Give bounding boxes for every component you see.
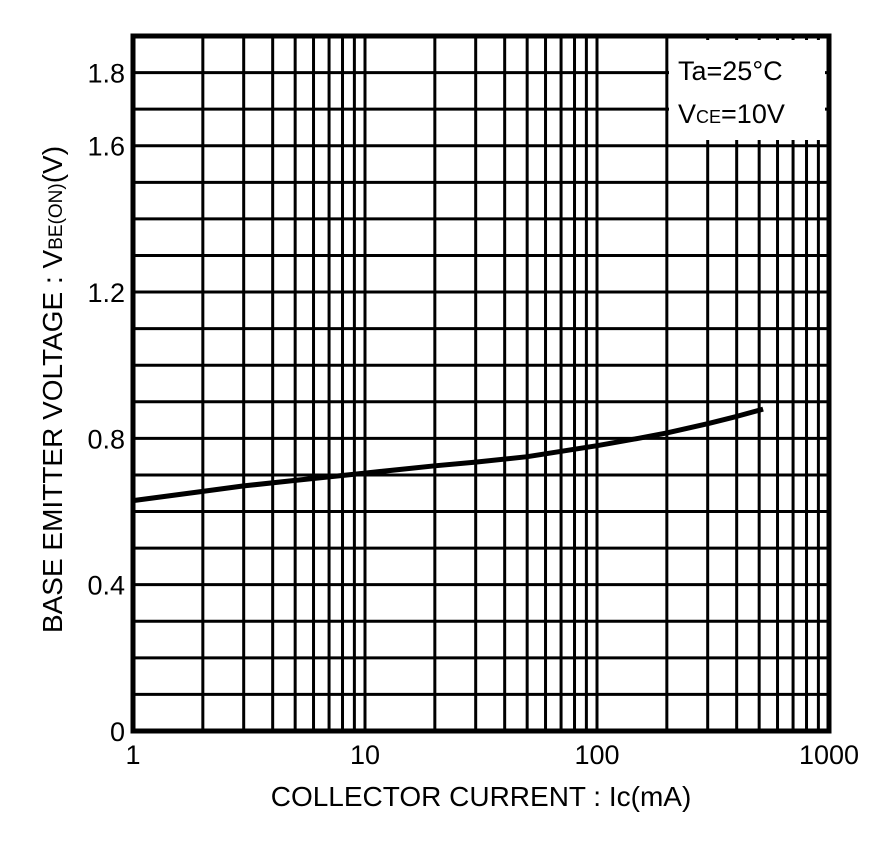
x-tick-labels: 1 10 100 1000: [125, 740, 859, 770]
y-tick-label: 1.8: [87, 59, 125, 89]
y-tick-label: 0: [110, 717, 125, 747]
y-tick-label: 0.4: [87, 571, 125, 601]
condition-vce-value: =10V: [721, 99, 785, 129]
grid: [133, 34, 829, 731]
y-axis-title-subscript: BE(ON): [46, 183, 67, 250]
series-line: [132, 406, 764, 504]
condition-vce: VCE=10V: [678, 99, 785, 129]
y-axis-title-unit: (V): [37, 146, 68, 183]
y-tick-label: 1.2: [87, 278, 125, 308]
condition-temperature: Ta=25°C: [678, 56, 783, 86]
y-axis-title-main: BASE EMITTER VOLTAGE : V: [37, 249, 68, 633]
plot-frame: [130, 33, 832, 734]
x-axis-title: COLLECTOR CURRENT : Ic(mA): [271, 781, 692, 812]
x-tick-label: 1: [125, 740, 140, 770]
conditions-box-background: [669, 40, 825, 140]
curve-layer: [132, 406, 764, 504]
y-tick-label: 0.8: [87, 424, 125, 454]
x-tick-label: 10: [350, 740, 380, 770]
y-tick-label: 1.6: [87, 132, 125, 162]
condition-vce-main: V: [678, 99, 696, 129]
conditions-box: Ta=25°C VCE=10V: [669, 40, 825, 140]
y-axis-title: BASE EMITTER VOLTAGE : VBE(ON)(V): [37, 146, 68, 633]
x-tick-label: 1000: [799, 740, 859, 770]
x-tick-label: 100: [574, 740, 619, 770]
condition-vce-subscript: CE: [696, 107, 721, 127]
y-tick-labels: 0 0.4 0.8 1.2 1.6 1.8: [87, 59, 125, 747]
